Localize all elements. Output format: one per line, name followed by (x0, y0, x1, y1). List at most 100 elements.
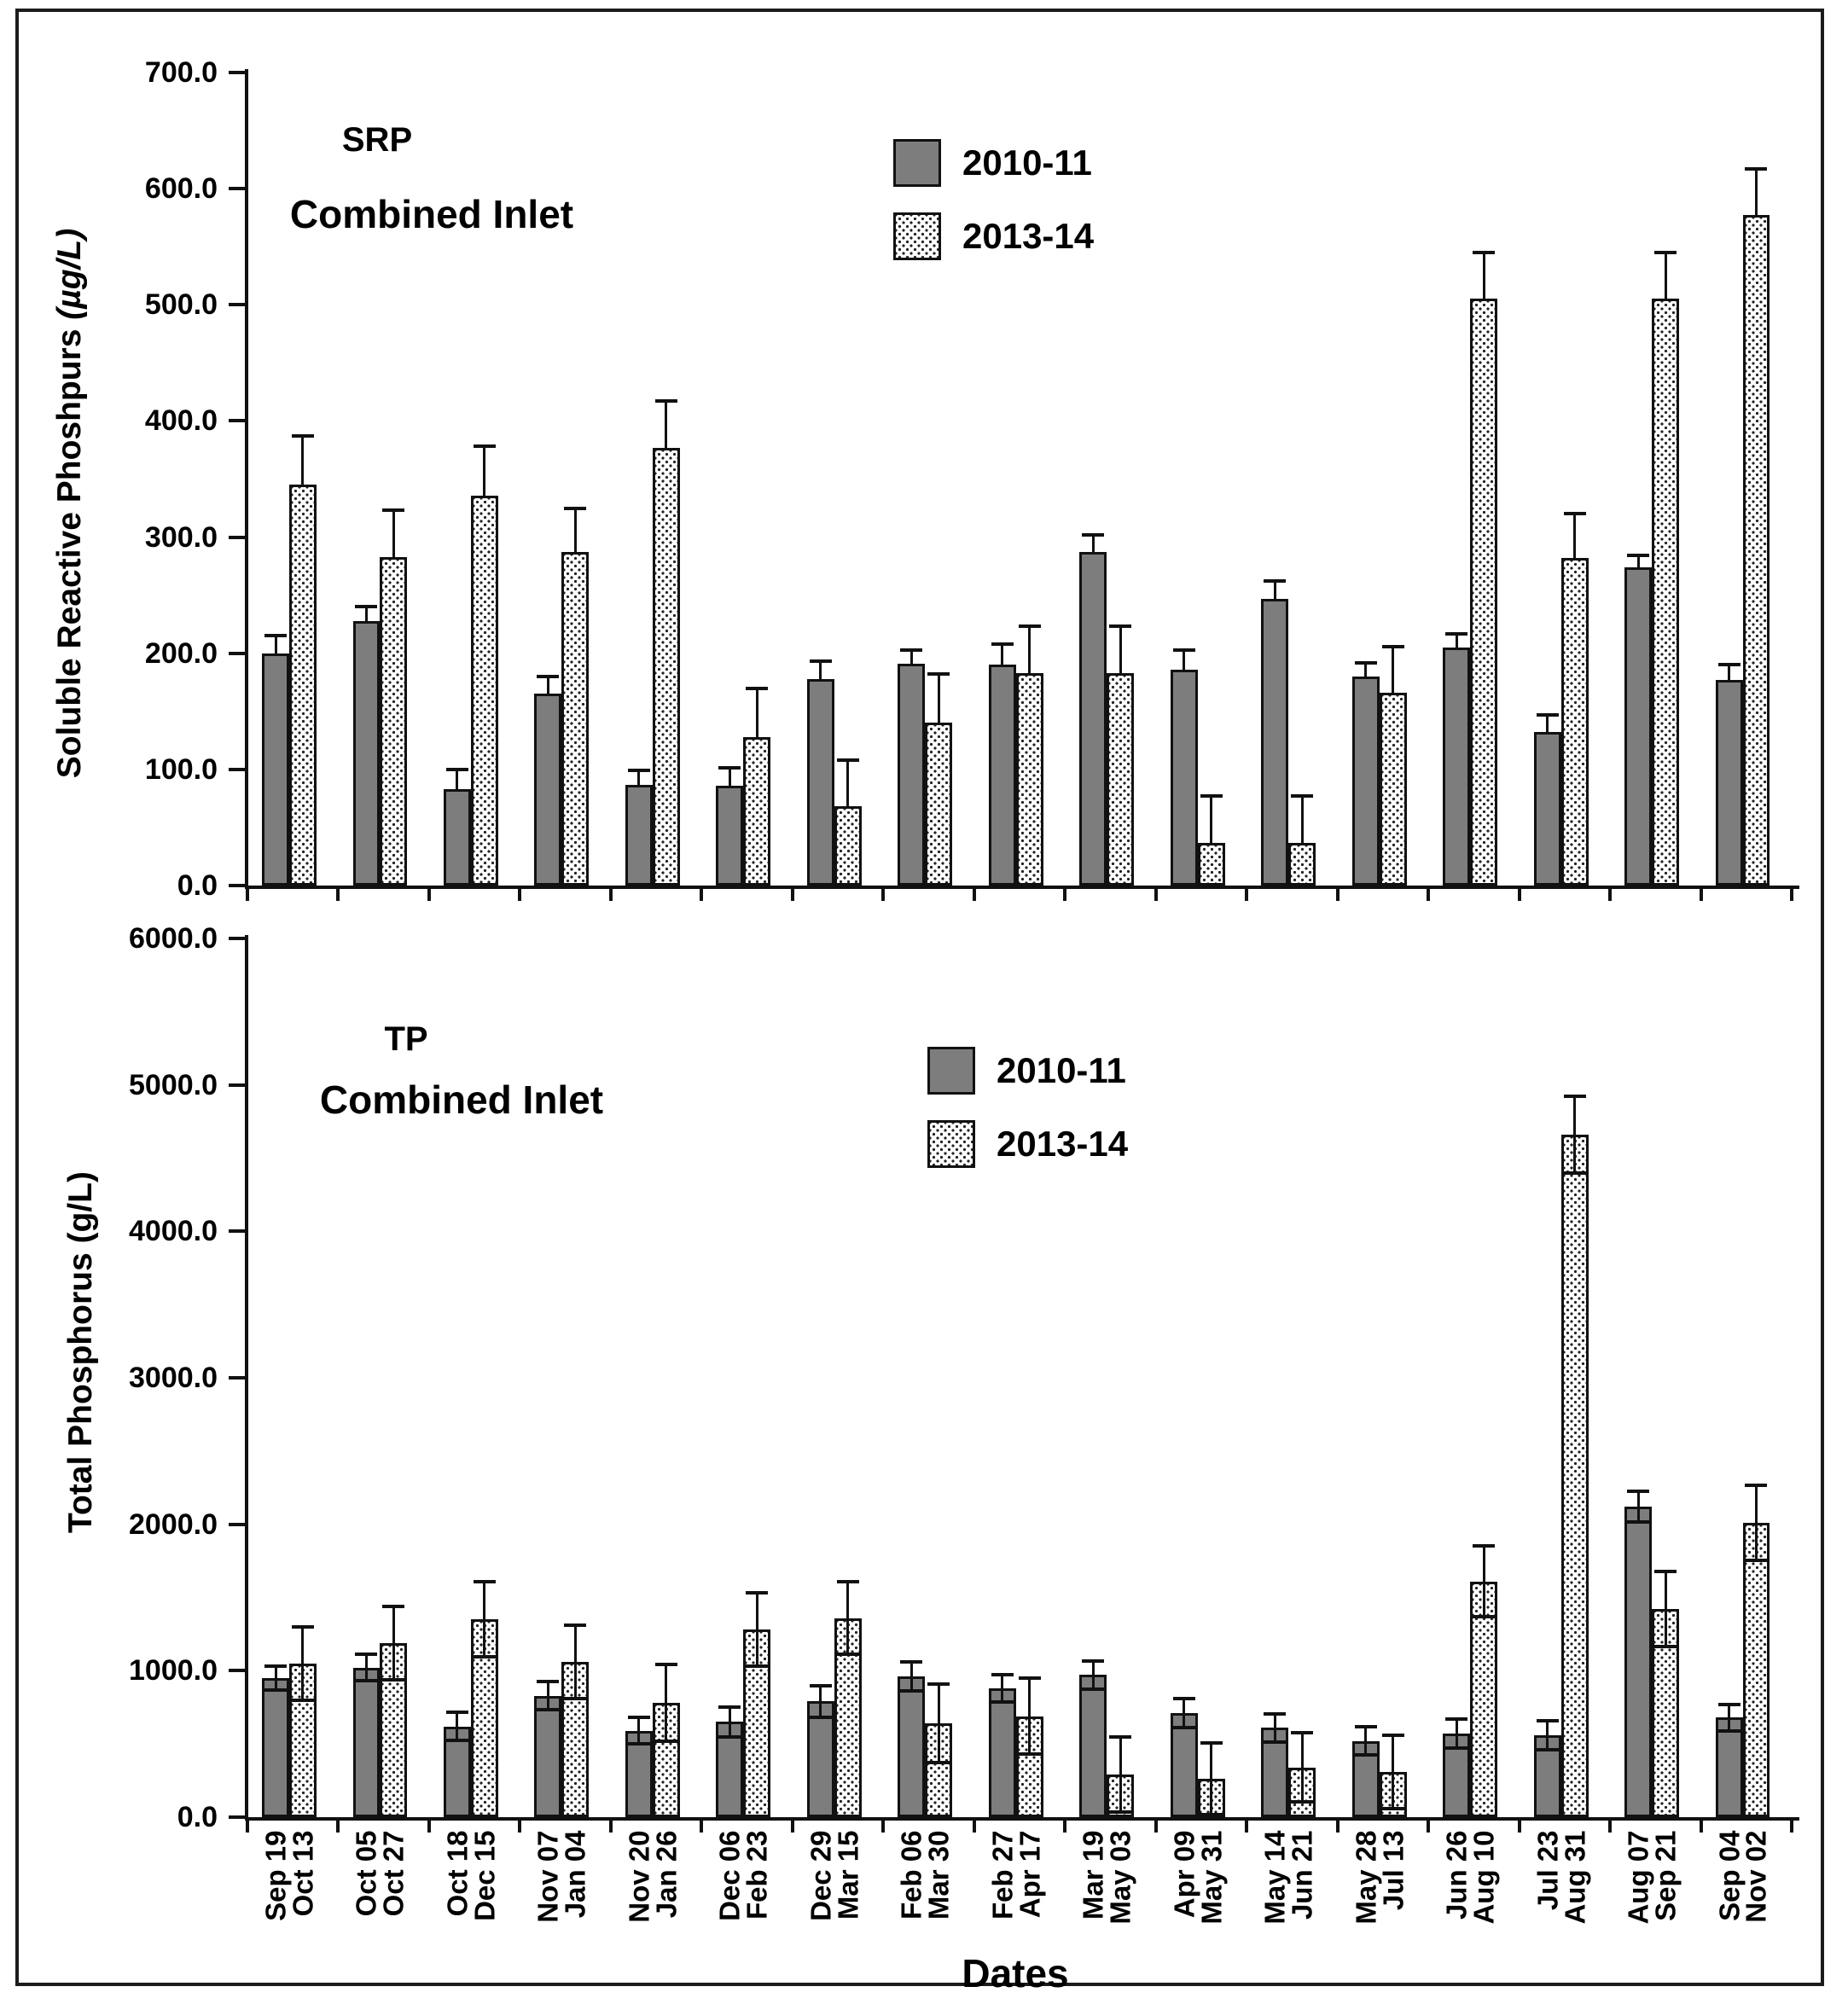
bar-2010-11-17 (1715, 1717, 1743, 1817)
error-cap-bottom (1654, 1645, 1677, 1648)
error-cap-bottom (1381, 1806, 1404, 1810)
y-tick-label: 6000.0 (129, 922, 218, 955)
error-cap-top (564, 506, 587, 510)
error-bar (1728, 665, 1731, 681)
error-cap-top (264, 634, 287, 638)
error-bar (573, 1625, 577, 1699)
bar-2010-11-11 (1170, 669, 1198, 886)
error-cap-bottom (1109, 1809, 1132, 1814)
y-tick (229, 1815, 246, 1819)
error-cap-bottom (1354, 1753, 1377, 1757)
error-cap-top (1200, 1741, 1223, 1746)
error-cap-bottom (991, 1700, 1014, 1705)
error-bar (846, 759, 850, 807)
error-bar (1664, 253, 1667, 299)
error-bar (546, 1682, 549, 1710)
error-cap-bottom (1717, 1728, 1740, 1733)
error-cap-bottom (627, 1742, 650, 1746)
bar-2013-14-7 (834, 806, 862, 886)
error-cap-bottom (382, 1677, 405, 1682)
tp-subtitle: Combined Inlet (319, 1078, 604, 1122)
error-bar (1364, 662, 1368, 677)
x-label: Feb 23 (741, 1830, 773, 1920)
error-cap-bottom (564, 1696, 587, 1700)
x-tick (1699, 889, 1703, 901)
error-cap-bottom (1563, 1170, 1586, 1175)
error-bar (1573, 514, 1577, 559)
error-cap-top (1536, 1718, 1559, 1722)
x-label: Jan 26 (650, 1830, 683, 1919)
bar-2010-11-1 (262, 653, 289, 886)
bar-2010-11-5 (625, 784, 653, 886)
y-tick-label: 0.0 (177, 869, 218, 902)
error-cap-top (900, 1660, 923, 1664)
error-cap-top (1082, 1659, 1105, 1664)
x-tick (881, 889, 886, 901)
error-bar (1573, 1096, 1577, 1173)
bar-2010-11-2 (352, 620, 381, 886)
x-label: Aug 31 (1559, 1830, 1591, 1925)
error-bar (846, 1581, 850, 1655)
y-tick (229, 535, 246, 539)
x-tick (1154, 1821, 1158, 1833)
x-label: Oct 27 (377, 1830, 410, 1917)
x-tick (1063, 889, 1067, 901)
y-tick (229, 1229, 246, 1234)
srp-legend-label-2013-14: 2013-14 (962, 216, 1095, 256)
error-cap-bottom (900, 1689, 923, 1693)
srp-subtitle: Combined Inlet (289, 192, 574, 236)
error-cap-top (1717, 1702, 1740, 1706)
bar-2013-14-14 (1470, 1581, 1498, 1817)
error-cap-top (654, 399, 677, 404)
y-tick (229, 187, 246, 191)
x-tick (1427, 1821, 1431, 1833)
error-cap-bottom (1082, 1687, 1105, 1691)
error-bar (637, 770, 641, 785)
y-tick (229, 1083, 246, 1087)
bar-2010-11-9 (988, 1687, 1016, 1817)
bar-2010-11-10 (1079, 1675, 1107, 1817)
error-bar (819, 661, 822, 679)
bar-2010-11-14 (1443, 647, 1471, 886)
x-tick (1790, 889, 1793, 901)
y-tick (229, 1376, 246, 1380)
bar-2010-11-11 (1170, 1713, 1198, 1817)
error-cap-top (809, 659, 832, 664)
error-bar (1455, 633, 1458, 648)
error-cap-top (1291, 1731, 1314, 1735)
error-bar (1300, 1733, 1304, 1802)
error-bar (665, 1664, 668, 1741)
error-cap-top (1627, 554, 1650, 558)
error-cap-top (264, 1664, 287, 1669)
error-cap-top (927, 672, 950, 677)
bar-2010-11-12 (1261, 598, 1289, 886)
error-bar (1364, 1727, 1368, 1756)
error-cap-top (809, 1683, 832, 1687)
bar-2010-11-13 (1351, 676, 1380, 886)
error-cap-top (1563, 1095, 1586, 1099)
y-tick-label: 300.0 (144, 520, 218, 554)
error-bar (364, 1654, 368, 1682)
error-cap-top (1264, 1711, 1287, 1716)
y-tick-label: 4000.0 (129, 1215, 218, 1248)
bar-2013-14-10 (1107, 672, 1135, 886)
tp-legend-swatch-2010-11 (927, 1047, 975, 1095)
error-cap-top (445, 767, 468, 771)
error-cap-top (1354, 660, 1377, 665)
bar-2010-11-10 (1079, 552, 1107, 886)
figure-border (15, 9, 1824, 1986)
x-tick (427, 1821, 431, 1833)
y-tick (229, 767, 246, 771)
y-tick (229, 937, 246, 940)
x-tick (1517, 1821, 1521, 1833)
error-bar (364, 607, 368, 621)
bar-2010-11-15 (1533, 732, 1561, 886)
error-cap-bottom (1745, 1558, 1768, 1562)
error-bar (1273, 581, 1276, 599)
error-bar (728, 768, 731, 786)
error-bar (483, 446, 486, 496)
x-label: May 31 (1195, 1830, 1228, 1925)
error-cap-top (1381, 1733, 1404, 1737)
error-bar (1119, 626, 1122, 673)
x-tick (427, 889, 431, 901)
